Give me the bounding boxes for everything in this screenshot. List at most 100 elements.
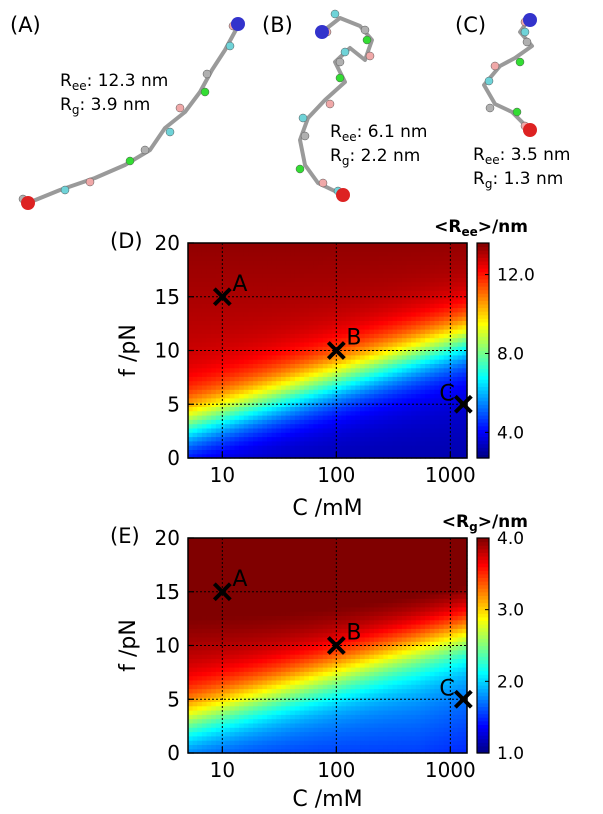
heatmap-cell [215, 615, 222, 621]
heatmap-cell [369, 294, 375, 300]
heatmap-cell [225, 568, 231, 573]
heatmap-cell [327, 277, 333, 283]
heatmap-cell [299, 632, 305, 638]
heatmap-cell [271, 406, 277, 412]
heatmap-cell [215, 350, 222, 356]
heatmap-cell [206, 740, 212, 745]
heatmap-cell [415, 440, 422, 446]
heatmap-cell [248, 598, 254, 604]
heatmap-cell [327, 692, 333, 698]
heatmap-cell [392, 397, 398, 403]
heatmap-cell [229, 337, 236, 343]
heatmap-cell [243, 550, 250, 556]
heatmap-cell [313, 714, 319, 720]
heatmap-cell [341, 453, 347, 459]
heatmap-cell [462, 354, 468, 360]
heatmap-cell [457, 281, 463, 287]
heatmap-cell [257, 290, 263, 296]
heatmap-cell [457, 311, 463, 317]
heatmap-cell [253, 632, 259, 638]
heatmap-cell [192, 727, 198, 733]
heatmap-cell [267, 654, 273, 659]
heatmap-cell [346, 303, 352, 309]
heatmap-cell [327, 251, 333, 257]
heatmap-cell [420, 440, 426, 446]
heatmap-cell [336, 671, 343, 677]
heatmap-cell [285, 598, 291, 604]
heatmap-cell [211, 449, 217, 455]
heatmap-cell [285, 415, 291, 420]
heatmap-cell [206, 410, 212, 416]
heatmap-cell [220, 718, 226, 724]
heatmap-cell [206, 542, 212, 548]
heatmap-cell [271, 329, 277, 334]
heatmap-cell [253, 372, 259, 377]
heatmap-cell [281, 410, 287, 416]
heatmap-cell [411, 346, 417, 352]
heatmap-cell [411, 415, 417, 420]
heatmap-cell [243, 688, 250, 694]
heatmap-cell [425, 354, 431, 360]
heatmap-cell [215, 697, 222, 702]
heatmap-cell [248, 697, 254, 702]
heatmap-cell [308, 632, 315, 638]
heatmap-cell [299, 705, 305, 711]
heatmap-cell [322, 384, 329, 390]
heatmap-cell [229, 559, 236, 565]
heatmap-cell [299, 550, 305, 556]
heatmap-cell [420, 453, 426, 459]
heatmap-cell [188, 354, 194, 360]
heatmap-cell [211, 636, 217, 642]
heatmap-cell [201, 632, 208, 638]
heatmap-cell [322, 645, 329, 651]
heatmap-cell [281, 615, 287, 621]
heatmap-cell [234, 598, 240, 604]
heatmap-cell [346, 576, 352, 582]
heatmap-cell [276, 550, 282, 556]
heatmap-cell [322, 593, 329, 599]
heatmap-cell [239, 307, 245, 313]
heatmap-cell [364, 436, 370, 442]
heatmap-cell [462, 350, 468, 356]
heatmap-cell [299, 415, 305, 420]
heatmap-cell [225, 303, 231, 309]
heatmap-cell [336, 329, 343, 334]
heatmap-cell [411, 359, 417, 364]
heatmap-cell [462, 264, 468, 270]
heatmap-cell [429, 311, 436, 317]
heatmap-cell [285, 449, 291, 455]
heatmap-cell [220, 619, 226, 625]
heatmap-cell [239, 636, 245, 642]
heatmap-cell [253, 363, 259, 369]
heatmap-cell [448, 432, 454, 438]
heatmap-cell [383, 298, 389, 304]
heatmap-cell [332, 311, 338, 317]
heatmap-cell [332, 671, 338, 677]
heatmap-cell [239, 722, 245, 728]
heatmap-cell [360, 333, 366, 339]
heatmap-cell [253, 436, 259, 442]
heatmap-cell [253, 432, 259, 438]
heatmap-cell [327, 359, 333, 364]
heatmap-cell [308, 251, 315, 257]
heatmap-cell [192, 367, 198, 373]
heatmap-cell [262, 329, 268, 334]
heatmap-cell [369, 427, 375, 433]
heatmap-cell [285, 436, 291, 442]
heatmap-cell [401, 281, 408, 287]
heatmap-cell [192, 748, 198, 754]
heatmap-cell [267, 354, 273, 360]
panel-a-rg: Rg: 3.9 nm [60, 95, 150, 117]
heatmap-cell [411, 320, 417, 326]
heatmap-cell [443, 402, 449, 407]
y-tick-label: 15 [155, 285, 180, 309]
heatmap-cell [267, 277, 273, 283]
heatmap-cell [439, 303, 445, 309]
heatmap-cell [262, 389, 268, 395]
heatmap-cell [229, 667, 236, 672]
heatmap-cell [276, 568, 282, 573]
heatmap-cell [401, 337, 408, 343]
heatmap-cell [225, 727, 231, 733]
heatmap-cell [369, 251, 375, 257]
heatmap-cell [225, 410, 231, 416]
